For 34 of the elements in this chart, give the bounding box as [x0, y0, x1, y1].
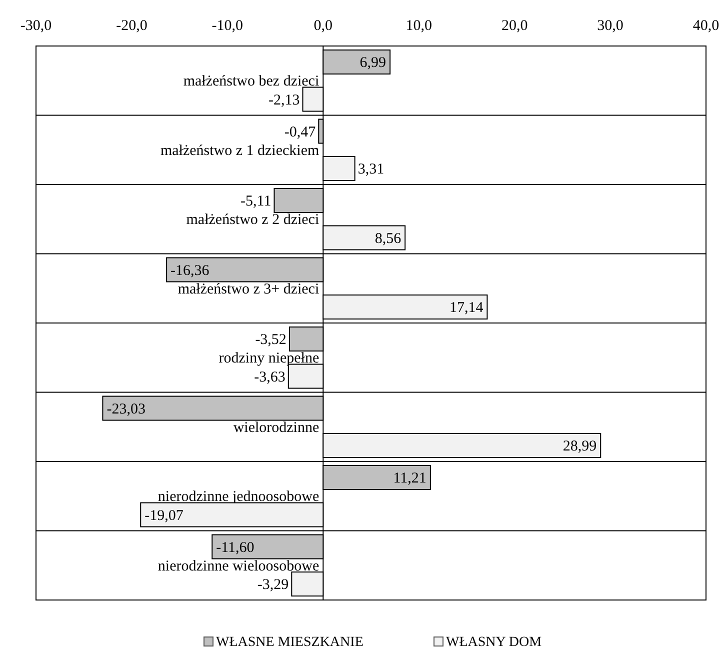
y-tick-label: małżeństwo z 2 dzieci [186, 212, 320, 228]
y-tick-label: małżeństwo z 1 dzieckiem [160, 142, 320, 159]
text: WŁASNY DOM [446, 635, 542, 650]
data-label: -19,07 [144, 508, 184, 524]
x-tick-label: -30,0 [20, 18, 52, 34]
x-tick-label: 20,0 [501, 18, 528, 34]
y-tick-label: nierodzinne jednoosobowe [158, 489, 320, 506]
x-tick-label: 10,0 [406, 18, 432, 34]
legend-label: WŁASNE MIESZKANIE [216, 635, 364, 650]
y-tick-label: rodziny niepełne [218, 350, 320, 367]
y-tick-label: małżeństwo z 3+ dzieci [178, 281, 320, 298]
y-tick-label: wielorodzinne [233, 420, 320, 436]
data-label: 17,14 [449, 300, 484, 316]
y-tick-label: małżeństwo bez dzieci [183, 74, 320, 90]
x-tick-label: 0,0 [314, 18, 333, 34]
data-label: 6,99 [360, 55, 386, 71]
data-label: -16,36 [170, 262, 210, 279]
data-label: -11,60 [216, 540, 254, 556]
data-label: -5,11 [240, 194, 272, 210]
data-label: 8,56 [374, 230, 402, 247]
data-label: 3,31 [358, 162, 384, 178]
x-tick-label: -20,0 [116, 18, 148, 34]
data-label: -23,03 [106, 401, 146, 418]
data-label: -3,52 [255, 332, 286, 348]
data-label: -3,63 [254, 369, 286, 386]
x-tick-label: 40,0 [692, 18, 720, 34]
data-label: 28,99 [562, 438, 597, 454]
x-tick-label: 30,0 [597, 18, 624, 34]
x-tick-label: -10,0 [212, 18, 244, 34]
data-label: -3,29 [257, 577, 289, 593]
y-tick-label: nierodzinne wieloosobowe [158, 558, 320, 574]
data-label: 11,21 [393, 470, 426, 486]
data-label: -2,13 [268, 92, 300, 108]
data-label: -0,47 [284, 124, 316, 140]
